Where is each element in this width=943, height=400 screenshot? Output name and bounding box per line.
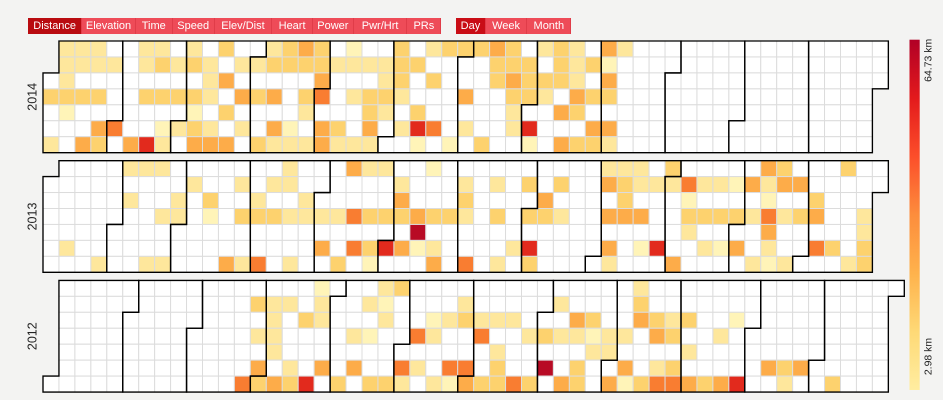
- svg-text:2014: 2014: [26, 83, 40, 111]
- svg-text:2013: 2013: [26, 203, 40, 231]
- svg-text:2.98 km: 2.98 km: [923, 338, 935, 376]
- svg-text:2012: 2012: [26, 322, 40, 350]
- svg-text:64.73 km: 64.73 km: [923, 38, 935, 81]
